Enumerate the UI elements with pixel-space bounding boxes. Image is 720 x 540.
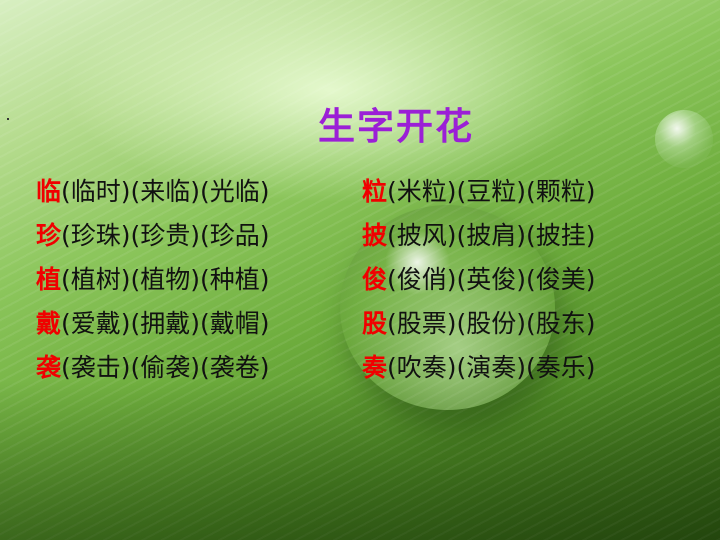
word-row: 袭(袭击)(偷袭)(袭卷) [36, 346, 270, 390]
word-row: 植(植树)(植物)(种植) [36, 258, 270, 302]
new-character: 临 [36, 177, 62, 206]
new-character: 股 [362, 309, 388, 338]
word-row: 戴(爱戴)(拥戴)(戴帽) [36, 302, 270, 346]
new-character: 粒 [362, 177, 388, 206]
word-row: 奏(吹奏)(演奏)(奏乐) [362, 346, 596, 390]
leaf-shadow [0, 380, 720, 540]
word-row: 股(股票)(股份)(股东) [362, 302, 596, 346]
right-word-column: 粒(米粒)(豆粒)(颗粒) 披(披风)(披肩)(披挂) 俊(俊俏)(英俊)(俊美… [362, 170, 596, 390]
word-row: 珍(珍珠)(珍贵)(珍品) [36, 214, 270, 258]
new-character: 袭 [36, 353, 62, 382]
new-character: 珍 [36, 221, 62, 250]
word-list: (吹奏)(演奏)(奏乐) [387, 353, 596, 382]
word-row: 俊(俊俏)(英俊)(俊美) [362, 258, 596, 302]
new-character: 奏 [362, 353, 388, 382]
word-list: (披风)(披肩)(披挂) [387, 221, 596, 250]
dot-mark [7, 118, 9, 120]
new-character: 俊 [362, 265, 388, 294]
slide-title: 生字开花 [318, 105, 474, 148]
new-character: 披 [362, 221, 388, 250]
word-list: (珍珠)(珍贵)(珍品) [61, 221, 270, 250]
word-row: 披(披风)(披肩)(披挂) [362, 214, 596, 258]
word-row: 粒(米粒)(豆粒)(颗粒) [362, 170, 596, 214]
word-list: (米粒)(豆粒)(颗粒) [387, 177, 596, 206]
new-character: 戴 [36, 309, 62, 338]
word-list: (爱戴)(拥戴)(戴帽) [61, 309, 270, 338]
word-list: (植树)(植物)(种植) [61, 265, 270, 294]
word-list: (股票)(股份)(股东) [387, 309, 596, 338]
new-character: 植 [36, 265, 62, 294]
left-word-column: 临(临时)(来临)(光临) 珍(珍珠)(珍贵)(珍品) 植(植树)(植物)(种植… [36, 170, 270, 390]
water-drop-image [340, 205, 555, 410]
word-list: (袭击)(偷袭)(袭卷) [61, 353, 270, 382]
small-water-drop-image [655, 110, 713, 168]
word-list: (临时)(来临)(光临) [61, 177, 270, 206]
word-row: 临(临时)(来临)(光临) [36, 170, 270, 214]
word-list: (俊俏)(英俊)(俊美) [387, 265, 596, 294]
